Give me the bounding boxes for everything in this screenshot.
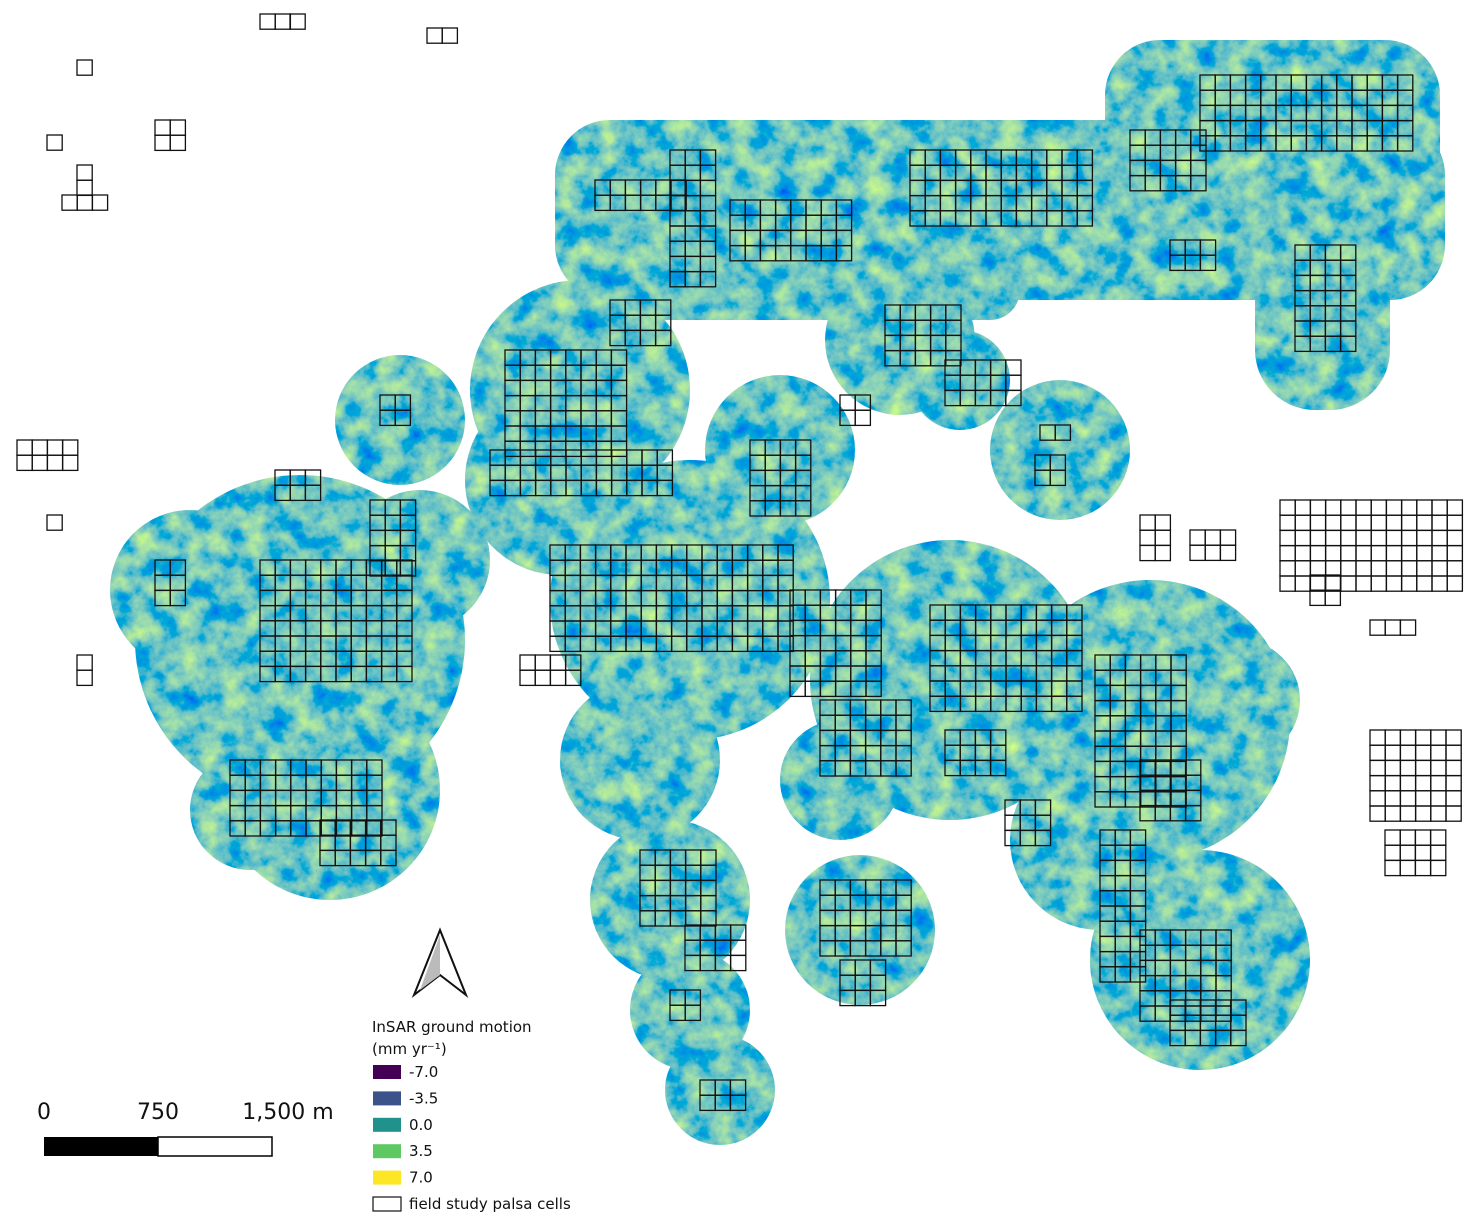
palsa-cell	[1446, 575, 1464, 592]
legend-label: 0.0	[409, 1116, 433, 1134]
legend-label: -7.0	[409, 1063, 438, 1081]
legend-swatch	[373, 1065, 401, 1079]
raster-patch	[550, 460, 830, 740]
palsa-cell	[684, 1004, 702, 1022]
raster-patch	[560, 680, 720, 840]
legend-swatch	[373, 1091, 401, 1106]
palsa-cell	[610, 440, 628, 458]
palsa-cell	[1076, 210, 1094, 227]
palsa-cell	[794, 500, 812, 517]
palsa-cell	[76, 59, 93, 76]
raster-patch	[335, 355, 465, 485]
legend-swatch	[373, 1117, 401, 1132]
raster-patch	[780, 720, 900, 840]
legend-swatch	[373, 1170, 401, 1185]
legend: InSAR ground motion (mm yr⁻¹) -7.0 -3.5 0.…	[372, 1018, 571, 1213]
north-arrow	[411, 927, 469, 999]
palsa-cell	[1054, 424, 1072, 441]
legend-label: -3.5	[409, 1089, 438, 1107]
scale-label: 1,500 m	[242, 1100, 333, 1125]
legend-title: InSAR ground motion	[372, 1018, 532, 1036]
palsa-cell	[1396, 135, 1414, 152]
raster-patch	[1105, 40, 1440, 260]
scale-bar: 0 750 1,500 m	[37, 1100, 334, 1157]
raster-patch	[190, 750, 310, 870]
palsa-cell	[304, 484, 322, 502]
palsa-cell	[1066, 695, 1083, 713]
legend-swatch	[373, 1144, 401, 1159]
palsa-cell	[1005, 389, 1022, 407]
raster-patch	[1180, 640, 1300, 760]
palsa-cell	[1339, 335, 1357, 353]
legend-label: field study palsa cells	[409, 1195, 571, 1213]
legend-units: (mm yr⁻¹)	[372, 1040, 447, 1058]
palsa-cell	[1445, 805, 1462, 822]
palsa-cell	[289, 13, 306, 30]
raster-patch	[990, 380, 1130, 520]
palsa-cell	[169, 134, 187, 152]
palsa-cell	[396, 665, 413, 683]
palsa-cell	[654, 329, 672, 347]
palsa-cell	[1049, 469, 1067, 487]
palsa-cell	[394, 409, 412, 427]
palsa-cell	[1184, 804, 1202, 822]
palsa-cell	[1399, 619, 1417, 636]
palsa-cell	[1034, 829, 1052, 847]
raster-patch	[785, 855, 935, 1005]
raster-patch	[110, 510, 270, 670]
palsa-cell	[945, 349, 962, 367]
palsa-cell	[76, 179, 93, 197]
legend-label: 7.0	[409, 1169, 433, 1187]
scale-segment	[44, 1137, 158, 1156]
scale-segment	[157, 1136, 273, 1157]
palsa-cell	[869, 989, 887, 1007]
palsa-cell	[700, 910, 717, 927]
palsa-cell	[564, 669, 582, 687]
raster-patch	[580, 260, 1020, 320]
palsa-cell	[46, 134, 63, 151]
scale-label: 750	[137, 1100, 179, 1125]
palsa-cell	[46, 514, 63, 531]
palsa-cell	[366, 820, 383, 837]
palsa-cell	[699, 270, 717, 288]
palsa-cell	[656, 479, 674, 497]
palsa-cell	[380, 849, 397, 867]
palsa-cell	[1199, 254, 1217, 272]
palsa-cell	[989, 759, 1007, 777]
palsa-cells	[16, 13, 1464, 1112]
palsa-cell	[729, 954, 747, 972]
palsa-cell	[854, 409, 872, 427]
palsa-cell	[729, 1094, 747, 1112]
palsa-cell	[1324, 589, 1342, 607]
palsa-cell	[895, 940, 912, 957]
palsa-cell	[169, 589, 187, 607]
palsa-cell	[399, 560, 417, 577]
palsa-cell	[76, 669, 93, 687]
palsa-cell	[1154, 544, 1172, 562]
raster-patch	[1255, 200, 1390, 410]
palsa-cell	[91, 194, 109, 211]
palsa-cell	[61, 454, 79, 472]
palsa-cell	[1230, 1029, 1247, 1047]
palsa-cell	[1190, 174, 1207, 192]
palsa-cell	[1429, 859, 1447, 877]
palsa-cell	[1129, 966, 1147, 983]
palsa-cell	[441, 27, 459, 44]
legend-swatch	[372, 1196, 402, 1212]
palsa-cell	[1219, 544, 1237, 562]
legend-label: 3.5	[409, 1142, 433, 1160]
raster-patch	[665, 1035, 775, 1145]
palsa-cell	[777, 635, 794, 653]
palsa-cell	[835, 244, 853, 262]
palsa-cell	[895, 760, 912, 777]
palsa-cell	[865, 680, 882, 698]
scale-label: 0	[37, 1100, 51, 1125]
